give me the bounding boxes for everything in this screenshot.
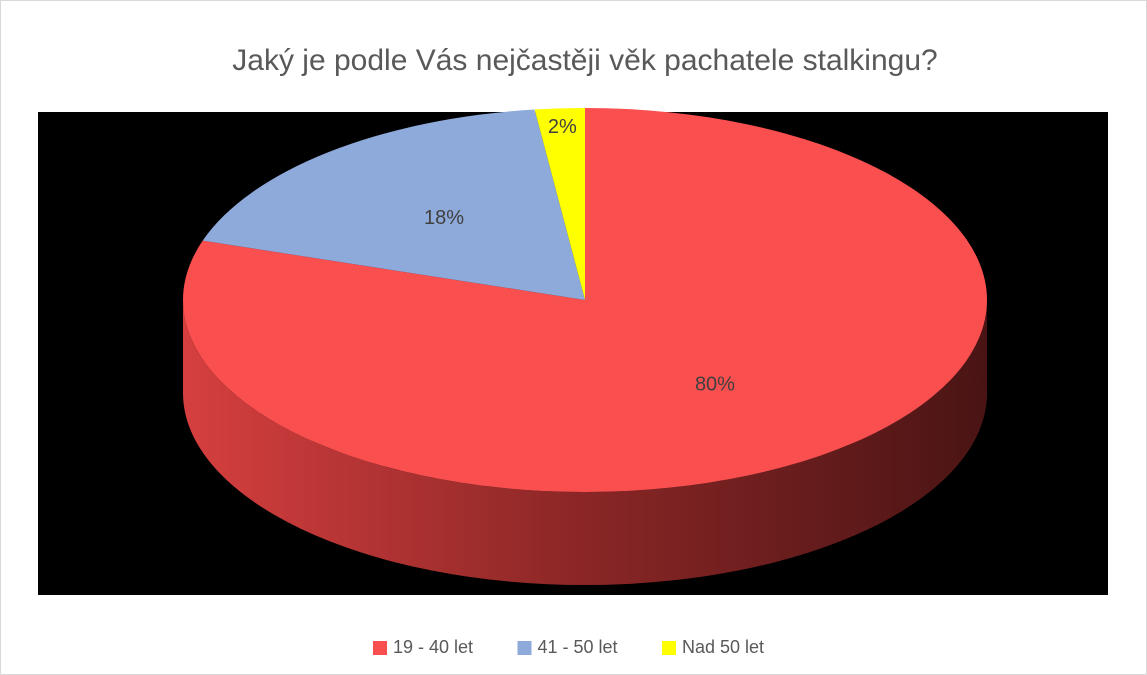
- pie-slice: [534, 108, 585, 300]
- legend-label: Nad 50 let: [682, 637, 764, 657]
- pie-side: [183, 300, 987, 585]
- data-label: 18%: [424, 207, 464, 229]
- chart-title: Jaký je podle Vás nejčastěji věk pachate…: [232, 44, 937, 77]
- data-label: 80%: [695, 374, 735, 396]
- legend-swatch: [373, 641, 387, 655]
- data-label: 2%: [548, 116, 577, 138]
- pie-slice: [202, 109, 585, 300]
- legend-swatch: [662, 641, 676, 655]
- legend-swatch: [517, 641, 532, 655]
- legend-label: 41 - 50 let: [538, 637, 618, 657]
- legend-label: 19 - 40 let: [393, 637, 473, 657]
